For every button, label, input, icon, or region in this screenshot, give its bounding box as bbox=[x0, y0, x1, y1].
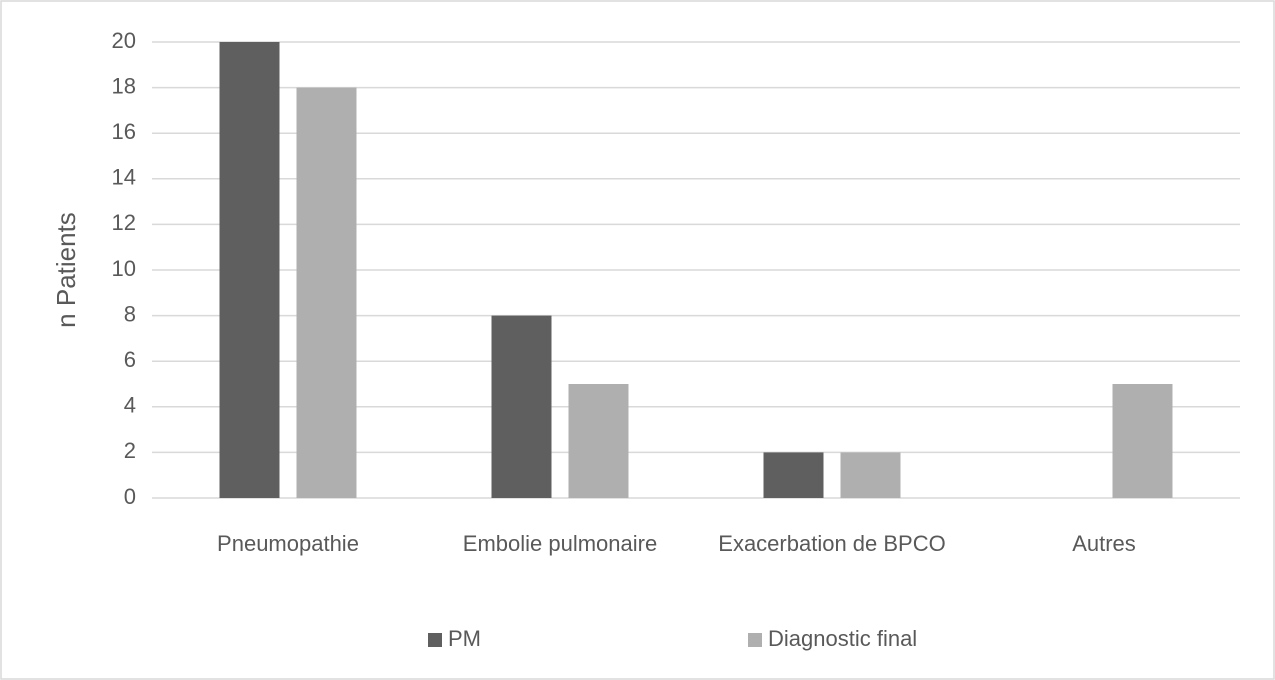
y-tick-label: 2 bbox=[124, 438, 136, 463]
y-tick-label: 20 bbox=[112, 28, 136, 53]
y-tick-label: 0 bbox=[124, 484, 136, 509]
y-tick-label: 18 bbox=[112, 73, 136, 98]
bar bbox=[568, 384, 629, 498]
legend-label: Diagnostic final bbox=[768, 626, 917, 651]
y-tick-label: 16 bbox=[112, 119, 136, 144]
y-axis-label: n Patients bbox=[51, 212, 81, 328]
y-tick-label: 6 bbox=[124, 347, 136, 372]
x-tick-label: Exacerbation de BPCO bbox=[718, 531, 945, 556]
bar bbox=[840, 452, 901, 498]
legend-swatch bbox=[428, 633, 442, 647]
bar bbox=[219, 42, 280, 498]
bar bbox=[1112, 384, 1173, 498]
y-tick-label: 14 bbox=[112, 165, 136, 190]
bar bbox=[296, 87, 357, 498]
y-tick-label: 12 bbox=[112, 210, 136, 235]
legend-swatch bbox=[748, 633, 762, 647]
legend-label: PM bbox=[448, 626, 481, 651]
bar bbox=[491, 315, 552, 498]
x-tick-label: Autres bbox=[1072, 531, 1136, 556]
x-tick-label: Pneumopathie bbox=[217, 531, 359, 556]
y-tick-label: 8 bbox=[124, 301, 136, 326]
x-tick-label: Embolie pulmonaire bbox=[463, 531, 657, 556]
bar bbox=[763, 452, 824, 498]
y-tick-label: 4 bbox=[124, 393, 136, 418]
y-tick-label: 10 bbox=[112, 256, 136, 281]
